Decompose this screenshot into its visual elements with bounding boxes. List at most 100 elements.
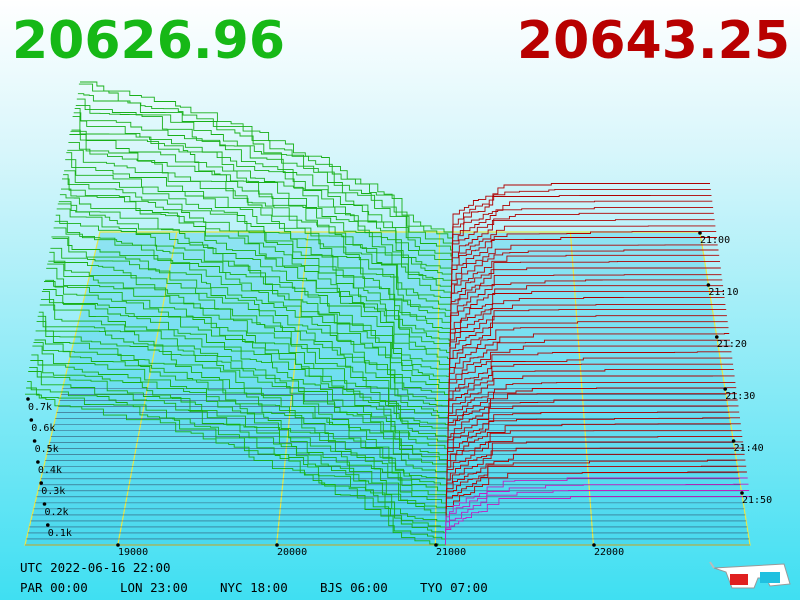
ask-depth-line (447, 381, 736, 431)
bid-depth-line (25, 393, 446, 546)
ask-depth-line (446, 453, 745, 503)
price-tick (592, 543, 596, 547)
price-tick (275, 543, 279, 547)
ask-depth-line (448, 351, 732, 401)
bid-depth-line (44, 281, 449, 438)
time-tick (715, 335, 719, 339)
depth-curves (25, 81, 750, 546)
ask-depth-line (445, 465, 747, 515)
ask-depth-line (448, 357, 733, 407)
price-label: 19000 (118, 547, 148, 558)
ask-depth-line (450, 254, 720, 305)
bid-depth-line (43, 289, 449, 443)
ask-depth-line (445, 483, 749, 533)
bid-depth-line (39, 304, 448, 461)
bid-depth-line (37, 315, 448, 473)
bid-depth-line (31, 354, 447, 509)
depth-tick (46, 523, 50, 527)
time-tick (723, 387, 727, 391)
depth-label: 0.2k (45, 507, 69, 518)
ask-depth-line (451, 231, 717, 281)
ask-depth-line (445, 471, 747, 521)
ask-depth-line (448, 369, 734, 419)
bid-depth-line (56, 208, 450, 365)
price-label: 20000 (277, 547, 307, 558)
bid-depth-line (59, 194, 451, 347)
time-label: 21:00 (700, 235, 730, 246)
bid-depth-line (29, 366, 447, 522)
time-tick (706, 283, 711, 287)
bid-depth-line (68, 141, 452, 299)
ask-depth-line (450, 267, 721, 317)
bid-depth-line (64, 170, 451, 323)
ask-depth-line (449, 321, 728, 371)
bid-depth-line (71, 129, 452, 281)
bid-depth-line (53, 227, 450, 383)
ask-depth-line (451, 244, 718, 293)
bid-depth-line (46, 267, 449, 426)
bid-depth-line (40, 298, 448, 456)
depth-tick (29, 418, 34, 422)
depth-label: 0.6k (31, 423, 55, 434)
ask-depth-line (447, 387, 737, 437)
ask-depth-line (450, 285, 724, 335)
ask-depth-line (451, 237, 717, 287)
ask-depth-line (449, 315, 727, 365)
bid-depth-line (57, 203, 450, 359)
ask-depth-line (446, 417, 740, 467)
clock-label: TYO 07:00 (420, 580, 488, 595)
time-tick (698, 231, 702, 235)
floor (24, 231, 751, 546)
ask-depth-line (452, 188, 711, 238)
ask-depth-line (448, 339, 730, 389)
ask-depth-line (451, 212, 714, 263)
utc-time: UTC 2022-06-16 22:00 (20, 560, 171, 575)
ask-depth-line (450, 260, 720, 311)
bid-depth-line (35, 330, 447, 486)
ask-depth-line (447, 405, 739, 455)
ask-depth-line (450, 279, 723, 329)
time-label: 21:50 (742, 495, 772, 506)
ask-depth-line (447, 411, 740, 461)
depth-tick (39, 481, 43, 485)
bid-depth-line (61, 188, 451, 341)
bid-depth-line (67, 149, 452, 305)
ask-depth-line (449, 327, 729, 377)
price-label: 22000 (594, 547, 624, 558)
3d-glasses-icon[interactable] (709, 561, 791, 589)
ask-depth-line (451, 225, 716, 275)
bid-depth-line (62, 178, 451, 335)
depth-label: 0.7k (28, 402, 52, 413)
axis-labels: 0.7k 0.6k 0.5k 0.4k 0.3k 0.2k 0.1k 19000 20000 21… (26, 231, 772, 558)
ask-depth-line (446, 430, 742, 479)
time-label: 21:40 (734, 443, 764, 454)
bid-depth-line (55, 214, 451, 371)
price-tick (434, 543, 438, 547)
ask-depth-line (452, 200, 713, 251)
ask-depth-line (446, 447, 744, 497)
bid-depth-line (34, 339, 447, 492)
time-label: 21:10 (708, 287, 738, 298)
price-label: 21000 (436, 547, 466, 558)
bid-depth-line (26, 387, 446, 540)
ask-depth-line (447, 393, 737, 443)
bid-depth-line (77, 93, 454, 244)
time-tick (731, 439, 736, 443)
ask-depth-line (450, 274, 722, 323)
depth-label: 0.1k (48, 528, 72, 539)
depth-label: 0.5k (35, 444, 59, 455)
ask-depth-line (448, 345, 731, 395)
ask-depth-line (450, 249, 719, 299)
bid-depth-line (50, 247, 449, 401)
depth-tick (26, 397, 30, 401)
ask-depth-line (448, 333, 730, 383)
bid-depth-line (65, 159, 451, 317)
bid-depth-line (54, 220, 450, 377)
depth-tick (32, 439, 37, 443)
ask-depth-line (449, 309, 727, 359)
ask-depth-line (445, 459, 746, 509)
bid-price: 20626.96 (12, 11, 285, 71)
bid-depth-line (74, 107, 453, 263)
bid-depth-line (38, 311, 448, 467)
